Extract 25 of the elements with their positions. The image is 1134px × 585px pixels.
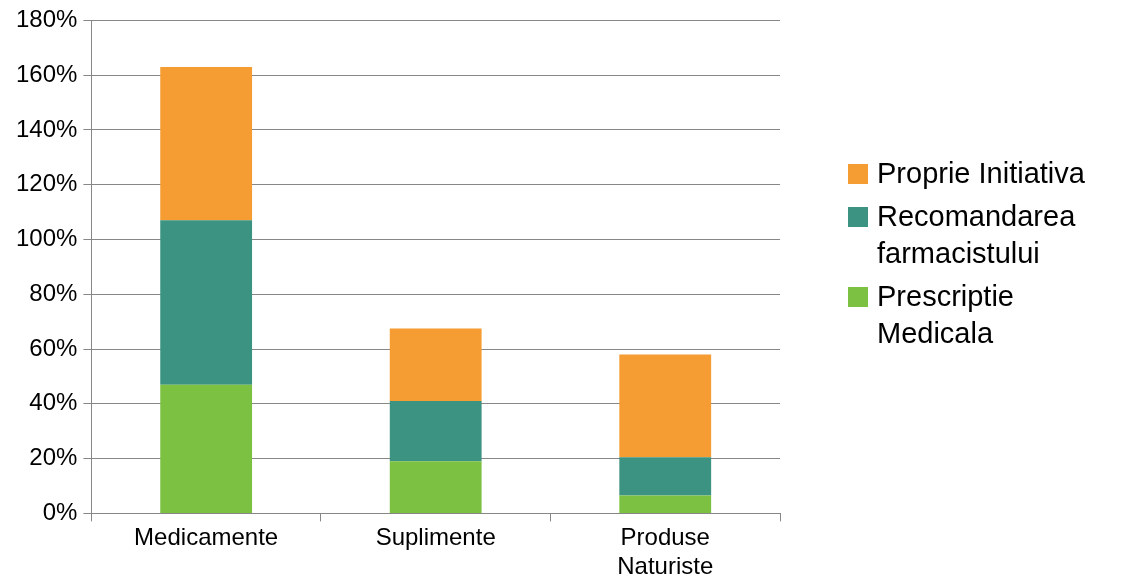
bar bbox=[619, 457, 712, 496]
bar bbox=[619, 354, 712, 458]
x-tick-label: Medicamente bbox=[134, 523, 279, 551]
x-tick-label: Produse Naturiste bbox=[617, 523, 714, 580]
y-tick-label: 40% bbox=[29, 388, 78, 416]
y-tick-label: 0% bbox=[42, 498, 78, 526]
legend-label: Recomandarea farmacistului bbox=[877, 199, 1077, 271]
legend-label: Prescriptie Medicala bbox=[877, 279, 1015, 351]
y-tick-label: 120% bbox=[15, 169, 78, 197]
bar bbox=[619, 495, 712, 513]
bar bbox=[160, 220, 253, 385]
bar bbox=[389, 401, 482, 462]
bar bbox=[389, 461, 482, 513]
bar bbox=[160, 66, 253, 221]
y-tick-label: 140% bbox=[15, 114, 78, 142]
x-tick-label: Suplimente bbox=[375, 523, 496, 551]
bar bbox=[389, 328, 482, 402]
y-tick-label: 100% bbox=[15, 224, 78, 252]
y-tick-label: 160% bbox=[15, 59, 78, 87]
y-tick-label: 80% bbox=[29, 278, 78, 306]
y-tick-label: 180% bbox=[15, 5, 78, 33]
y-tick-label: 20% bbox=[29, 443, 78, 471]
y-tick-label: 60% bbox=[29, 333, 78, 361]
legend-label: Proprie Initiativa bbox=[877, 156, 1085, 191]
bar bbox=[160, 384, 253, 513]
